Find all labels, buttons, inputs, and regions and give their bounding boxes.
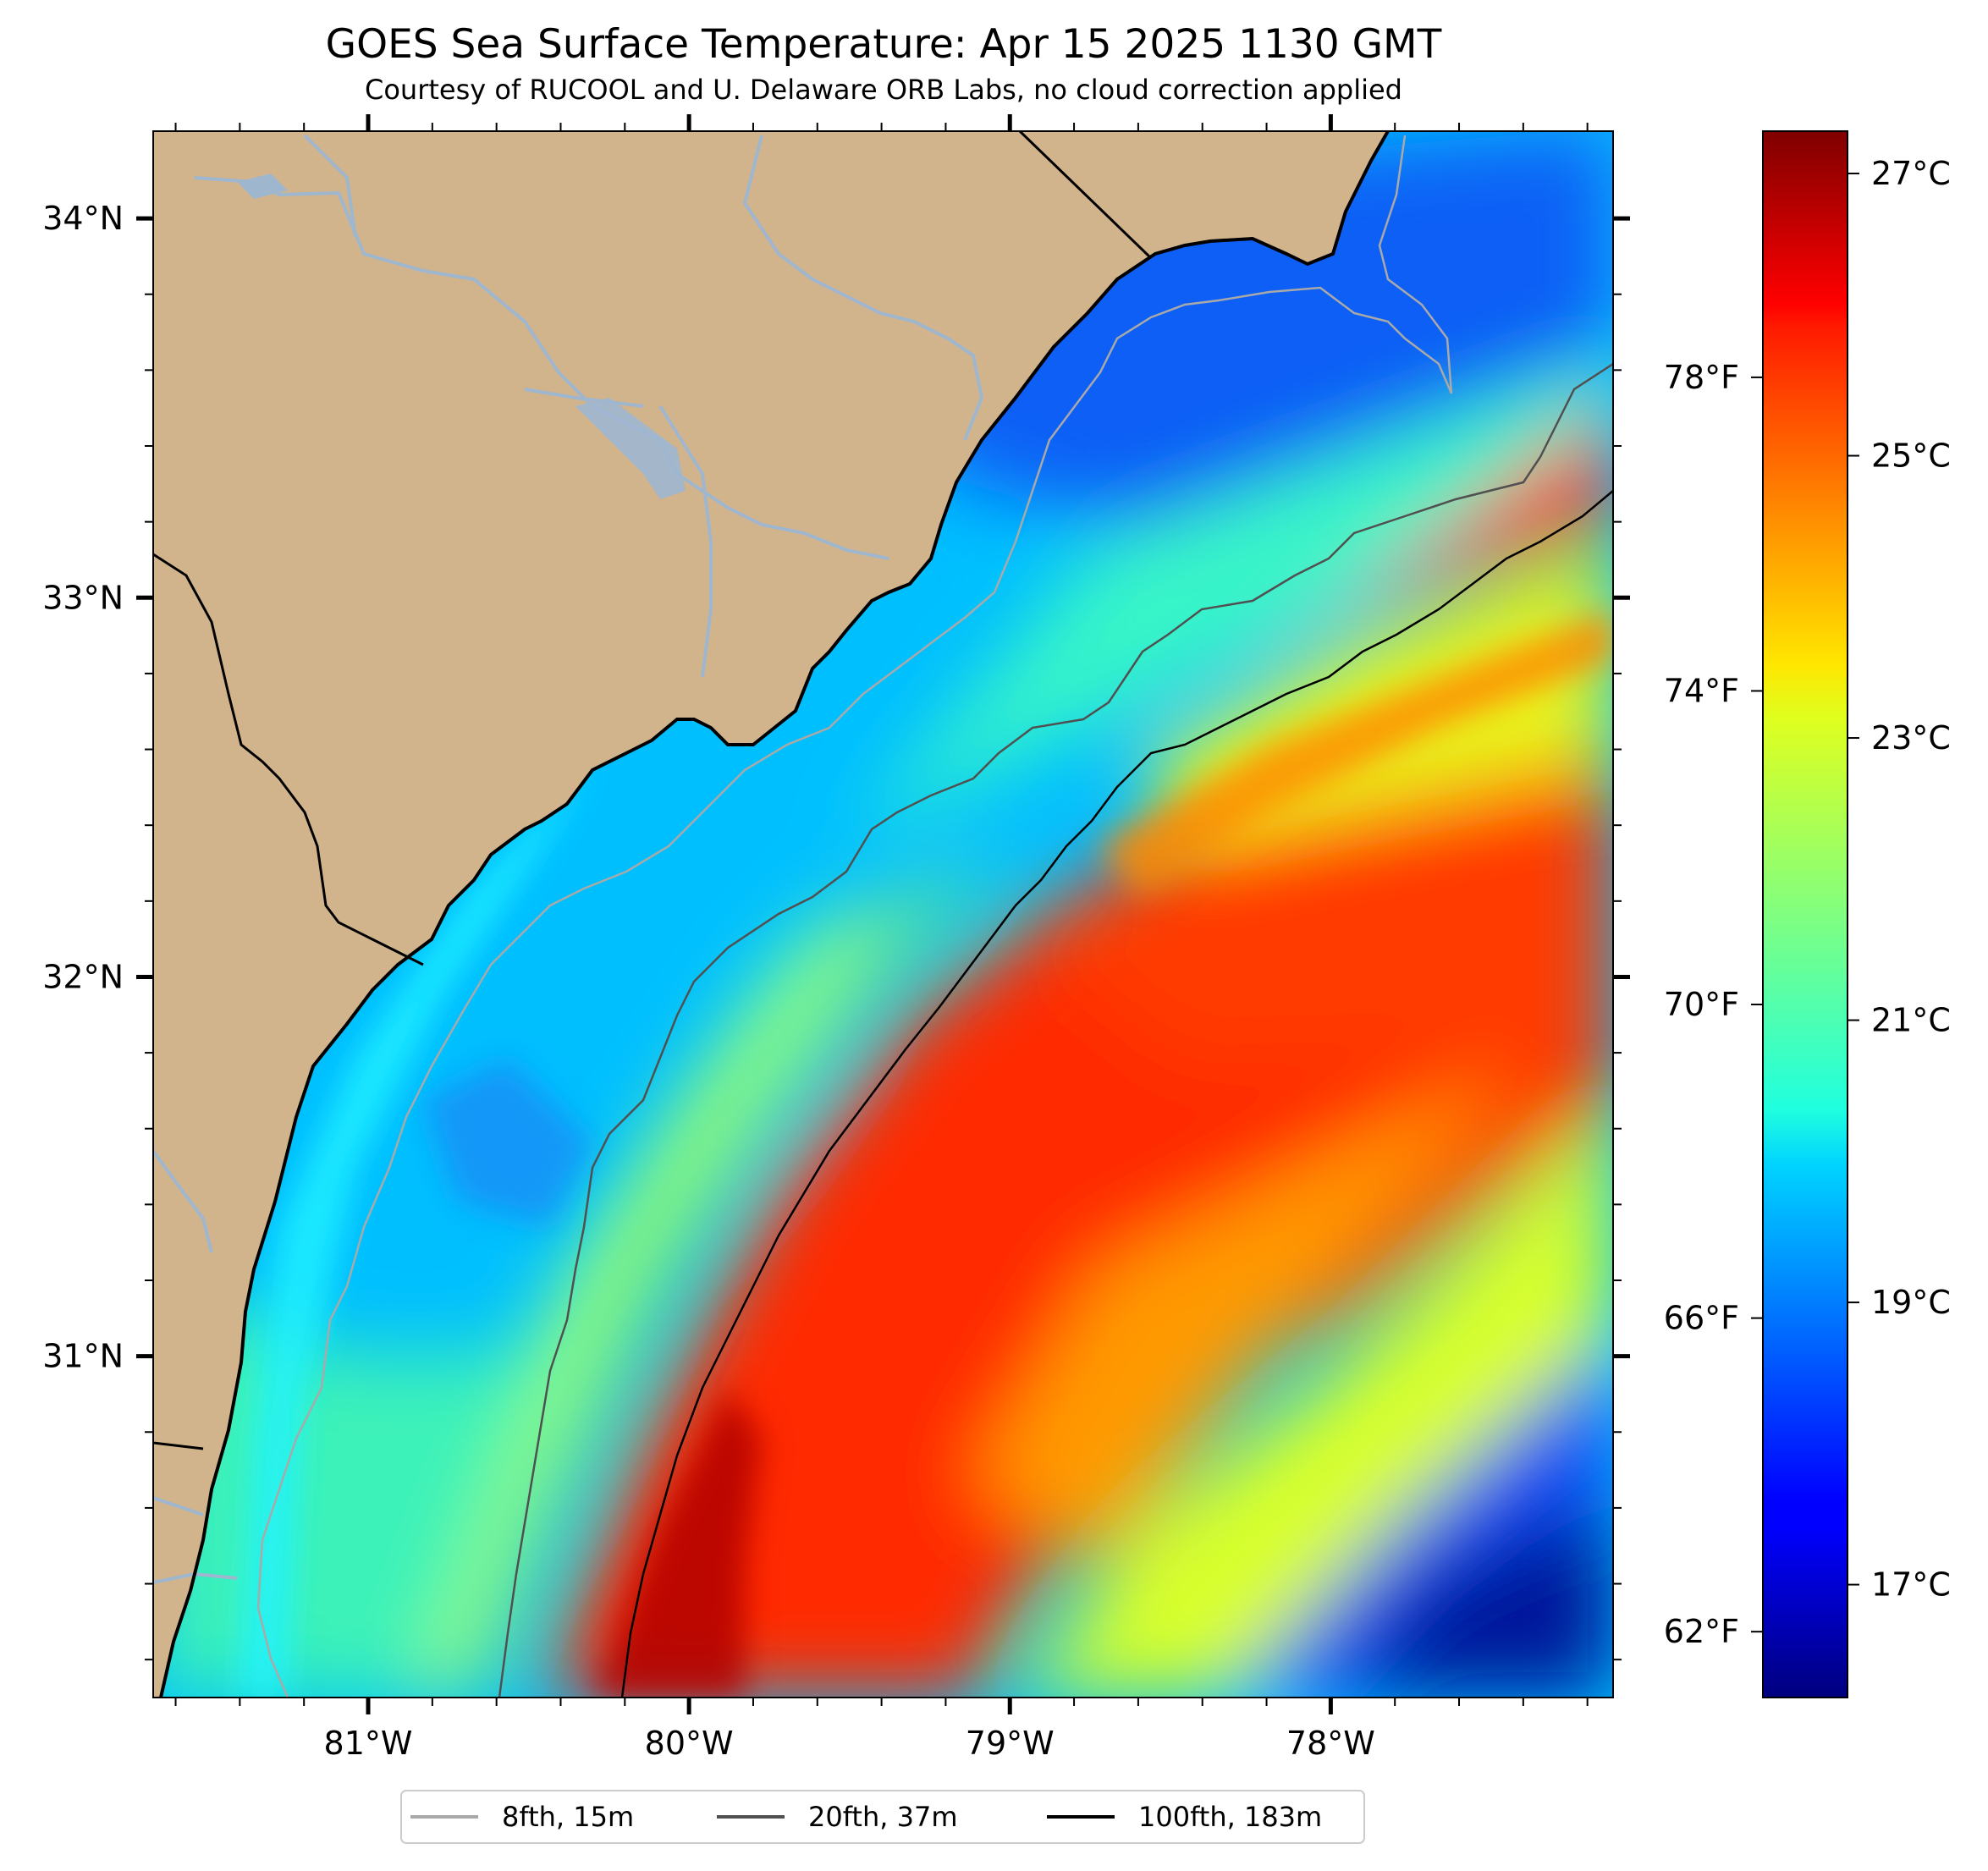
legend-label-100fth: 100fth, 183m <box>1138 1801 1322 1833</box>
map-frame <box>152 130 1614 1698</box>
legend-label-8fth: 8fth, 15m <box>502 1801 634 1833</box>
sst-eddy-blue <box>423 1058 592 1227</box>
sst-darkred-core <box>592 1388 762 1698</box>
isobath-100fth-183m <box>620 490 1613 1698</box>
lat-tick-label: 34°N <box>42 200 124 237</box>
celsius-tick-label: 21°C <box>1871 1002 1951 1039</box>
sst-green-mid <box>423 855 1016 1698</box>
border-nc-sc <box>1018 131 1153 260</box>
lon-tick-label: 81°W <box>324 1725 413 1762</box>
celsius-tick-label: 25°C <box>1871 437 1951 475</box>
sst-field <box>153 131 1613 1698</box>
colorbar <box>1762 130 1848 1698</box>
coastline <box>159 131 1390 1698</box>
fahrenheit-tick-label: 66°F <box>1664 1300 1739 1337</box>
river-6 <box>153 1149 213 1253</box>
celsius-tick-label: 19°C <box>1871 1284 1951 1321</box>
lon-tick-label: 79°W <box>966 1725 1055 1762</box>
isobath-8fth-north <box>1378 135 1453 394</box>
celsius-tick-label: 17°C <box>1871 1566 1951 1604</box>
reservoir <box>575 398 686 499</box>
sst-detail <box>237 609 1613 1698</box>
sst-green-shelf <box>153 889 846 1698</box>
celsius-tick-label: 23°C <box>1871 719 1951 757</box>
border-sc-ga <box>153 553 424 966</box>
isobath-20fth-37m <box>498 362 1613 1698</box>
sst-cyan-shelf-north <box>846 355 1613 846</box>
river-8 <box>153 1496 204 1516</box>
sst-nearshore-cyan <box>237 762 592 1698</box>
lon-tick-label: 78°W <box>1286 1725 1375 1762</box>
sst-red-ribbon-north <box>1227 406 1613 694</box>
lat-tick-label: 33°N <box>42 579 124 616</box>
river-5 <box>524 388 644 408</box>
legend-label-20fth: 20fth, 37m <box>808 1801 957 1833</box>
fahrenheit-tick-label: 78°F <box>1664 359 1739 396</box>
map-axis-ticks: 81°W 80°W 79°W 78°W 34°N 33°N 32°N 31°N <box>42 114 1630 1762</box>
river-2 <box>303 134 357 238</box>
colorbar-ticks: 27°C 25°C 23°C 21°C 19°C 17°C 78°F 74°F 70°F 66°F… <box>1664 155 1951 1650</box>
sst-orange-north-streak <box>1100 609 1613 897</box>
map-panel <box>153 131 1613 1698</box>
isobaths <box>256 135 1613 1698</box>
lat-tick-label: 32°N <box>42 958 124 995</box>
isobath-8fth-15m <box>256 286 1453 1698</box>
fahrenheit-tick-label: 62°F <box>1664 1613 1739 1650</box>
border-ga-fl <box>153 1441 204 1450</box>
river-4 <box>658 404 713 678</box>
sst-orange-southeast <box>973 1066 1523 1566</box>
lon-tick-label: 80°W <box>645 1725 734 1762</box>
fahrenheit-tick-label: 70°F <box>1664 986 1739 1023</box>
fahrenheit-tick-label: 74°F <box>1664 672 1739 709</box>
map-title: GOES Sea Surface Temperature: Apr 15 202… <box>326 21 1442 68</box>
celsius-tick-label: 27°C <box>1871 155 1951 192</box>
sst-deep-cold-southeast <box>1337 1506 1613 1698</box>
state-borders <box>153 131 1153 1450</box>
legend: 8fth, 15m 20fth, 37m 100fth, 183m <box>400 1790 1365 1844</box>
legend-box <box>400 1790 1365 1844</box>
map-subtitle: Courtesy of RUCOOL and U. Delaware ORB L… <box>365 74 1402 106</box>
reservoir-2 <box>237 173 288 199</box>
land-mass <box>153 131 1388 1698</box>
lat-tick-label: 31°N <box>42 1338 124 1375</box>
river-3 <box>742 135 984 441</box>
